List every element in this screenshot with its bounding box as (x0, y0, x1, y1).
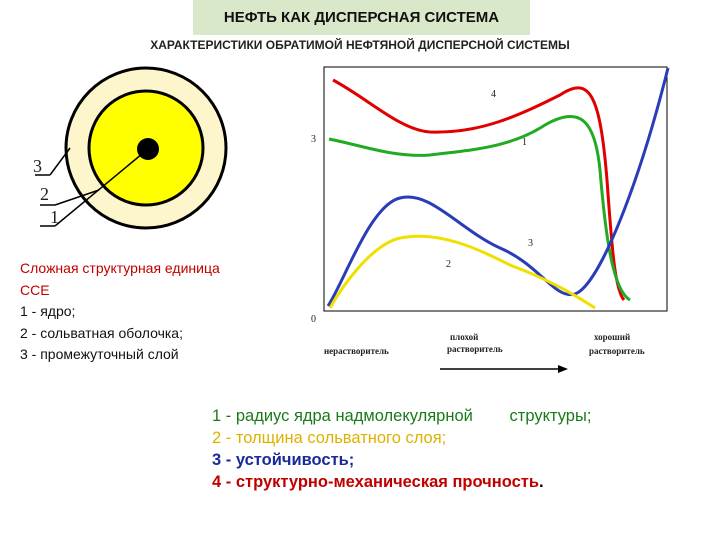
legend-text-2: - толщина сольватного слоя; (221, 429, 447, 447)
legend-text-4: - структурно-механическая прочность (221, 473, 539, 491)
legend-num-2: 2 (212, 429, 222, 447)
legend-text-3: - устойчивость; (221, 451, 355, 469)
x-label-nonsolvent: нерастворитель (324, 346, 389, 356)
x-label-poor-solvent-2: растворитель (447, 344, 503, 354)
cce-item-2: 2 - сольватная оболочка; (20, 324, 183, 341)
x-label-poor-solvent-1: плохой (450, 332, 478, 342)
legend: 1 - радиус ядра надмолекулярной структур… (212, 405, 591, 493)
leader-line-1 (54, 148, 149, 227)
legend-text-1: - радиус ядра надмолекулярной структуры; (221, 407, 592, 425)
leader-line-3 (49, 147, 71, 176)
x-label-good-solvent-1: хороший (594, 332, 630, 342)
legend-item-3: 3 - устойчивость; (212, 449, 591, 471)
graph-frame (323, 66, 668, 312)
legend-period: . (538, 473, 544, 491)
legend-item-4: 4 - структурно-механическая прочность. (212, 471, 591, 493)
particle-diagram: 3 2 1 (33, 66, 228, 230)
cce-title-line1: Сложная структурная единица (20, 260, 220, 276)
cce-item-3: 3 - промежуточный слой (20, 346, 179, 362)
particle-label-1: 1 (50, 207, 59, 227)
cce-description: Сложная структурная единица ССЕ 1 - ядро… (20, 258, 220, 366)
curve-3-stability (326, 67, 670, 307)
particle-label-2: 2 (40, 184, 49, 204)
curve-label-4: 4 (491, 89, 496, 100)
curve-1-core-radius (328, 114, 631, 302)
cce-title-line2: ССЕ (20, 281, 50, 298)
graph: 3 0 4 1 3 2 нерастворитель плохой раство… (311, 66, 670, 373)
curve-label-3: 3 (528, 238, 533, 249)
legend-num-3: 3 (212, 451, 222, 469)
y-label-0: 0 (311, 314, 316, 325)
curve-2-solvate-thickness (328, 234, 596, 310)
curve-label-1: 1 (522, 137, 527, 148)
legend-num-4: 4 (212, 473, 222, 491)
cce-title: Сложная структурная единица ССЕ (20, 258, 220, 301)
legend-item-1: 1 - радиус ядра надмолекулярной структур… (212, 405, 591, 427)
legend-item-2: 2 - толщина сольватного слоя; (212, 427, 591, 449)
y-label-3: 3 (311, 134, 316, 145)
curve-label-2: 2 (446, 259, 451, 270)
curve-4-strength (332, 78, 626, 302)
arrow-head-icon (558, 365, 568, 373)
cce-item-1: 1 - ядро; (20, 303, 76, 319)
particle-label-3: 3 (33, 156, 42, 176)
title-bar: НЕФТЬ КАК ДИСПЕРСНАЯ СИСТЕМА (193, 0, 530, 35)
page-title: НЕФТЬ КАК ДИСПЕРСНАЯ СИСТЕМА (223, 9, 500, 26)
subtitle: ХАРАКТЕРИСТИКИ ОБРАТИМОЙ НЕФТЯНОЙ ДИСПЕР… (150, 38, 570, 52)
x-label-good-solvent-2: растворитель (589, 346, 645, 356)
legend-num-1: 1 (212, 407, 222, 425)
leader-line-2 (54, 189, 100, 206)
